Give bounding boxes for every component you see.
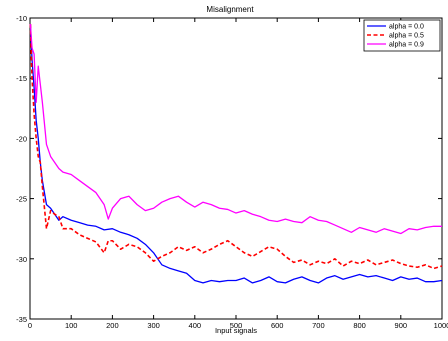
x-tick-label: 400 [189, 321, 202, 330]
x-tick-label: 900 [395, 321, 408, 330]
legend-label: alpha = 0.9 [389, 42, 424, 49]
y-tick-label: -10 [16, 14, 27, 23]
y-tick-label: -15 [16, 74, 27, 83]
x-tick-label: 600 [271, 321, 284, 330]
y-tick-label: -25 [16, 195, 27, 204]
x-tick-label: 700 [312, 321, 325, 330]
chart-title: Misalignment [206, 5, 254, 14]
x-tick-label: 100 [65, 321, 78, 330]
y-axis: -10 -15 -20 -25 -30 -35 [16, 14, 442, 324]
legend-label: alpha = 0.0 [389, 24, 424, 31]
series-line-0 [29, 23, 443, 284]
x-axis-label: Input signals [215, 326, 257, 335]
y-tick-label: -30 [16, 255, 27, 264]
x-tick-label: 500 [230, 321, 243, 330]
x-tick-label: 300 [147, 321, 160, 330]
x-tick-label: 200 [106, 321, 119, 330]
x-axis: 0 100 200 300 400 500 600 700 800 900 1000 [28, 18, 448, 330]
x-tick-label: 800 [353, 321, 366, 330]
x-tick-label: 0 [28, 321, 32, 330]
y-tick-label: -20 [16, 134, 27, 143]
series-line-2 [29, 23, 442, 235]
y-tick-label: -35 [16, 315, 27, 324]
legend: alpha = 0.0 alpha = 0.5 alpha = 0.9 [363, 19, 441, 52]
series-lines [29, 23, 443, 284]
x-tick-label: 1000 [434, 321, 448, 330]
legend-label: alpha = 0.5 [389, 33, 424, 40]
plot-area [29, 17, 443, 320]
series-line-1 [29, 23, 443, 270]
